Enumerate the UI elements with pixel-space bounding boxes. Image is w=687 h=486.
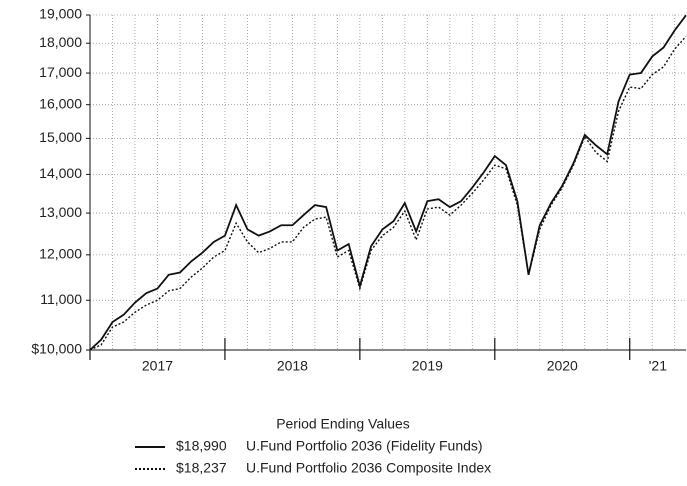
legend-title: Period Ending Values <box>276 416 410 432</box>
x-tick-label: 2018 <box>277 358 308 374</box>
y-tick-label: 12,000 <box>39 246 82 262</box>
legend-value: $18,237 <box>176 460 227 476</box>
legend-label: U.Fund Portfolio 2036 Composite Index <box>246 460 491 476</box>
y-tick-label: 14,000 <box>39 165 82 181</box>
y-tick-label: 16,000 <box>39 95 82 111</box>
y-tick-label: 13,000 <box>39 204 82 220</box>
series-line <box>89 35 687 351</box>
legend-value: $18,990 <box>176 438 227 454</box>
series-line <box>89 14 687 351</box>
x-tick-label: 2017 <box>142 358 173 374</box>
y-tick-label: 15,000 <box>39 129 82 145</box>
y-tick-label: 17,000 <box>39 64 82 80</box>
legend-label: U.Fund Portfolio 2036 (Fidelity Funds) <box>246 438 483 454</box>
x-tick-label: 2020 <box>547 358 578 374</box>
x-tick-label: '21 <box>649 358 667 374</box>
y-tick-label: 11,000 <box>40 291 82 307</box>
x-tick-label: 2019 <box>412 358 443 374</box>
y-tick-label: $10,000 <box>31 341 82 357</box>
y-tick-label: 19,000 <box>39 6 82 22</box>
y-tick-label: 18,000 <box>39 34 82 50</box>
